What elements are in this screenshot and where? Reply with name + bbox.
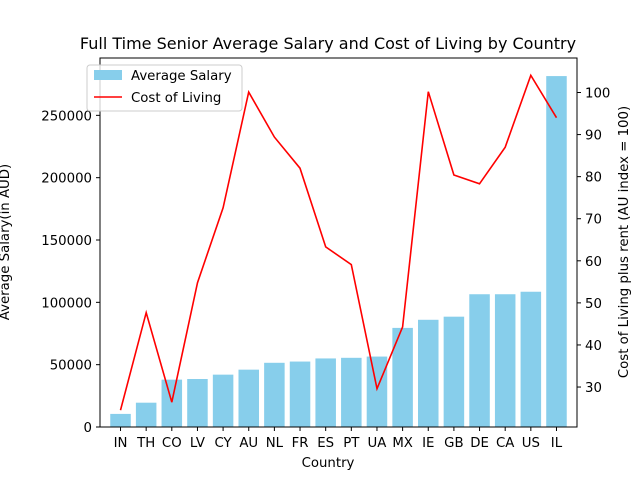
y-axis-right-label: Cost of Living plus rent (AU index = 100…: [617, 106, 632, 378]
x-tick-label: MX: [392, 436, 413, 451]
x-tick-label: PT: [343, 436, 360, 451]
bar-lv: [187, 379, 208, 427]
y-right-tick-label: 90: [585, 129, 602, 144]
y-left-tick-label: 200000: [41, 172, 92, 187]
y-left-tick-label: 100000: [41, 296, 92, 311]
bar-th: [135, 402, 157, 427]
y-right-tick-label: 60: [585, 255, 602, 270]
y-axis-left: 0 50000 100000 150000 200000 250000: [41, 109, 100, 436]
x-tick-label: ES: [317, 436, 334, 451]
x-tick-label: UA: [368, 436, 387, 451]
x-tick-label: US: [522, 436, 540, 451]
legend-swatch-average-salary: [94, 70, 122, 80]
plot-frame: [99, 57, 578, 428]
bar-nl: [264, 362, 285, 427]
x-tick-label: FR: [292, 436, 309, 451]
x-tick-label: TH: [136, 436, 155, 451]
y-left-tick-label: 0: [84, 421, 92, 436]
y-left-tick-label: 150000: [41, 234, 92, 249]
bar-fr: [289, 361, 311, 427]
y-axis-left-label: Average Salary(in AUD): [0, 164, 13, 320]
bar-de: [469, 294, 490, 427]
x-tick-label: IL: [551, 436, 563, 451]
bar-cy: [212, 374, 234, 427]
bar-mx: [392, 327, 413, 427]
y-left-tick-label: 250000: [41, 109, 92, 124]
legend-frame: [86, 64, 243, 112]
line-series-cost-of-living: [119, 73, 558, 411]
cost-of-living-line: [119, 73, 558, 411]
bar-ua: [366, 356, 388, 427]
y-right-tick-label: 80: [585, 171, 602, 186]
y-right-tick-label: 30: [585, 381, 602, 396]
chart-title: Full Time Senior Average Salary and Cost…: [80, 34, 576, 53]
bar-ca: [494, 294, 516, 427]
x-tick-label: AU: [239, 436, 258, 451]
y-right-tick-label: 40: [585, 339, 602, 354]
bar-co: [161, 379, 183, 427]
bar-au: [238, 369, 259, 427]
x-tick-label: CY: [215, 436, 233, 451]
y-axis-right: 30 40 50 60 70 80 90 100: [577, 87, 610, 396]
x-tick-label: LV: [190, 436, 205, 451]
bar-gb: [443, 316, 465, 427]
bar-series-average-salary: [110, 76, 567, 427]
y-right-tick-label: 70: [585, 213, 602, 228]
bar-il: [546, 76, 567, 427]
x-tick-label: DE: [470, 436, 489, 451]
x-tick-label: CO: [162, 436, 182, 451]
x-tick-label: IE: [422, 436, 434, 451]
x-axis: IN TH CO LV CY AU NL FR ES PT UA MX IE GB DE CA US IL: [114, 427, 563, 451]
bar-pt: [341, 357, 362, 427]
legend-label-average-salary: Average Salary: [131, 69, 232, 84]
y-right-tick-label: 100: [585, 87, 610, 102]
bar-ie: [418, 319, 439, 427]
bar-es: [315, 358, 336, 427]
x-tick-label: GB: [444, 436, 463, 451]
bar-us: [520, 291, 542, 427]
x-tick-label: NL: [266, 436, 284, 451]
y-right-tick-label: 50: [585, 297, 602, 312]
bar-in: [110, 413, 131, 427]
legend-label-cost-of-living: Cost of Living: [131, 91, 221, 106]
x-axis-label: Country: [302, 456, 355, 471]
x-tick-label: IN: [114, 436, 128, 451]
x-tick-label: CA: [496, 436, 514, 451]
legend: Average Salary Cost of Living: [86, 64, 243, 112]
y-left-tick-label: 50000: [50, 359, 92, 374]
